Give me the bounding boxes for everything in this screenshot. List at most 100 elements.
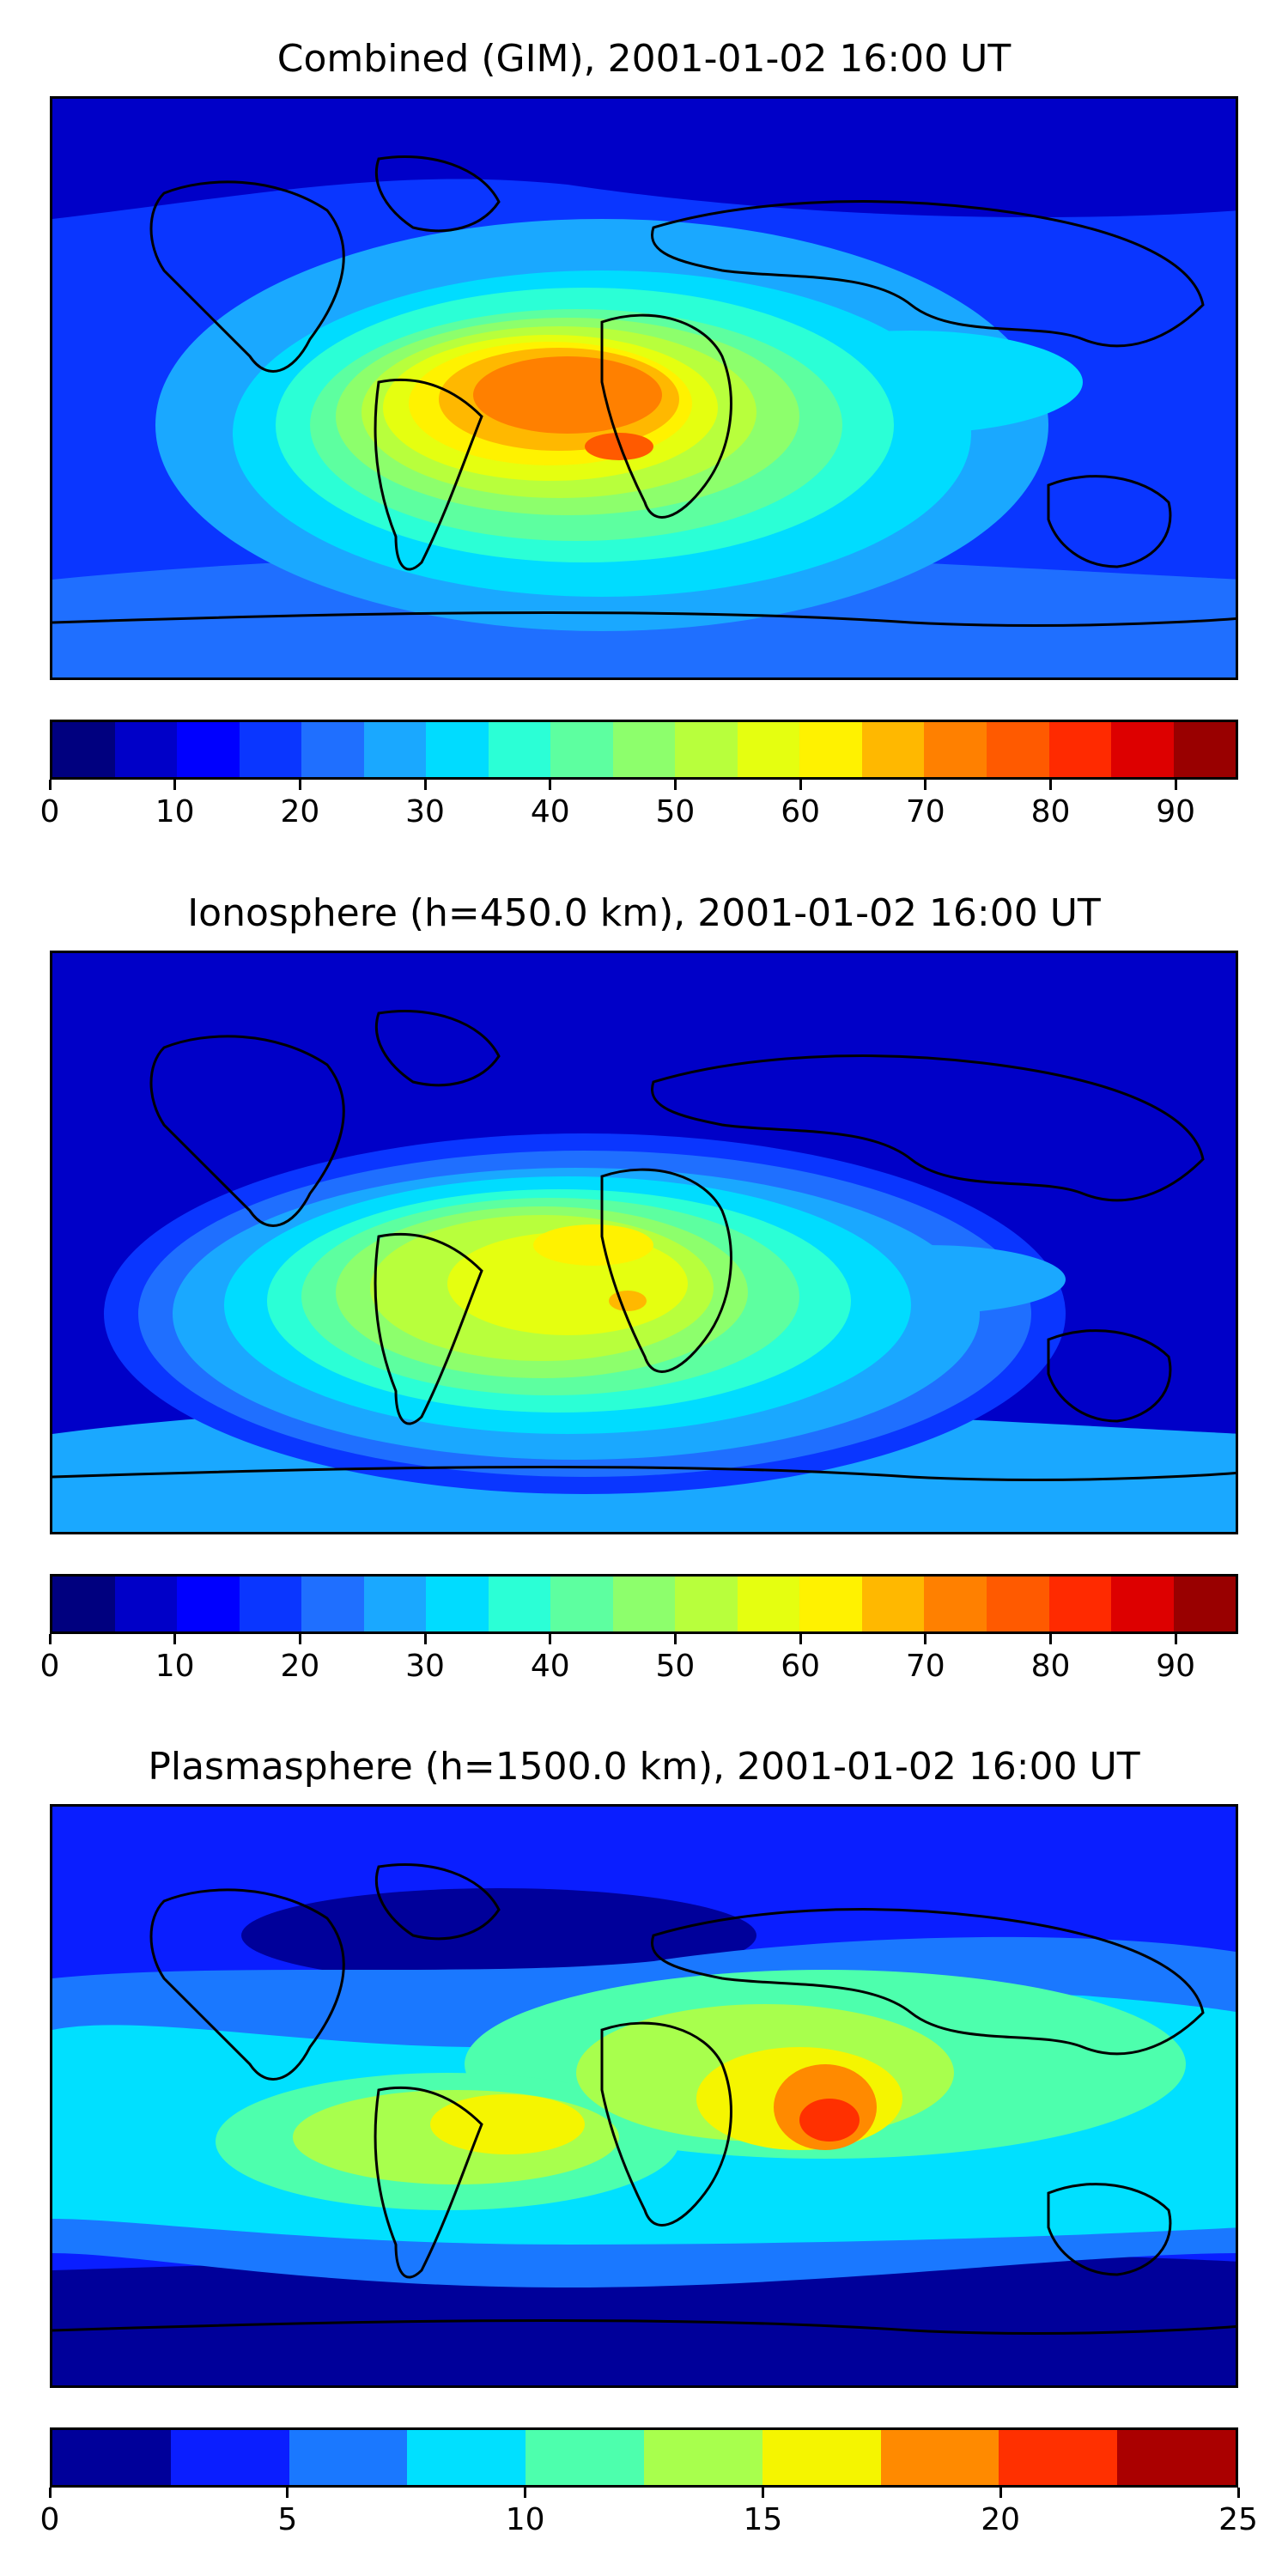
tick-mark [549, 1634, 552, 1644]
tick-mark [999, 2488, 1002, 2498]
colorbar-segment [1117, 2430, 1236, 2485]
colorbar-segment [426, 1577, 489, 1631]
colorbar-segment [52, 2430, 171, 2485]
tick-label: 50 [655, 1649, 696, 1684]
colorbar-segment [301, 1577, 364, 1631]
colorbar-segment [924, 1577, 987, 1631]
tick-label: 20 [280, 794, 320, 829]
colorbar-segment [550, 722, 613, 777]
tick-mark [173, 1634, 177, 1644]
tick-mark [1236, 2488, 1240, 2498]
colorbar-segment [675, 1577, 738, 1631]
tick-label: 40 [530, 1649, 570, 1684]
tick-label: 90 [1156, 794, 1196, 829]
tec-map-plasmasphere [52, 1807, 1236, 2385]
tick-label: 30 [405, 1649, 445, 1684]
colorbar-segment [488, 1577, 551, 1631]
tick-mark [48, 1634, 52, 1644]
colorbar-segment [1048, 1577, 1112, 1631]
colorbar-ticks-plasmasphere: 0 5 10 15 20 25 [40, 2488, 1258, 2539]
tick-mark [298, 1634, 301, 1644]
tick-label: 5 [277, 2502, 298, 2537]
colorbar-segment [1111, 722, 1174, 777]
tick-mark [924, 1634, 927, 1644]
tick-label: 10 [155, 1649, 195, 1684]
tick-mark [48, 780, 52, 790]
colorbar-segment [301, 722, 364, 777]
colorbar-ionosphere [50, 1574, 1238, 1634]
colorbar-segment [924, 722, 987, 777]
colorbar-segment [861, 722, 925, 777]
tick-mark [298, 780, 301, 790]
colorbar-segment [363, 1577, 427, 1631]
colorbar-segment [737, 722, 800, 777]
tick-label: 10 [505, 2502, 545, 2537]
panel-title-ionosphere: Ionosphere (h=450.0 km), 2001-01-02 16:0… [187, 891, 1101, 935]
colorbar-segment [1173, 1577, 1236, 1631]
tick-label: 25 [1218, 2502, 1258, 2537]
panel-title-combined: Combined (GIM), 2001-01-02 16:00 UT [276, 37, 1012, 81]
tick-mark [48, 2488, 52, 2498]
colorbar-segment [737, 1577, 800, 1631]
tec-map-ionosphere [52, 953, 1236, 1532]
tick-label: 30 [405, 794, 445, 829]
tick-mark [423, 780, 427, 790]
colorbar-segment [114, 722, 178, 777]
colorbar-segment [363, 722, 427, 777]
tick-mark [673, 1634, 677, 1644]
colorbar-segment [675, 722, 738, 777]
colorbar-segment [1111, 1577, 1174, 1631]
tick-mark [1174, 780, 1177, 790]
colorbar-segment [407, 2430, 526, 2485]
tick-label: 60 [781, 794, 820, 829]
colorbar-segment [170, 2430, 289, 2485]
colorbar-segment [762, 2430, 881, 2485]
colorbar-segment [426, 722, 489, 777]
tick-label: 80 [1030, 1649, 1071, 1684]
coastlines-combined [52, 155, 1236, 627]
colorbar-segment [289, 2430, 408, 2485]
tick-label: 90 [1156, 1649, 1196, 1684]
tick-mark [1048, 1634, 1052, 1644]
colorbar-segment [999, 2430, 1118, 2485]
map-plasmasphere [50, 1804, 1238, 2388]
tick-mark [673, 780, 677, 790]
tick-label: 0 [39, 1649, 60, 1684]
colorbar-segment [550, 1577, 613, 1631]
tick-label: 80 [1030, 794, 1071, 829]
tick-mark [286, 2488, 289, 2498]
colorbar-segment [1173, 722, 1236, 777]
tick-mark [524, 2488, 527, 2498]
tick-label: 0 [39, 2502, 60, 2537]
tick-mark [423, 1634, 427, 1644]
colorbar-segment [52, 1577, 115, 1631]
colorbar-combined [50, 720, 1238, 780]
colorbar-segment [799, 1577, 862, 1631]
tec-map-combined [52, 99, 1236, 677]
tick-label: 20 [280, 1649, 320, 1684]
tick-label: 0 [39, 794, 60, 829]
tick-label: 15 [743, 2502, 783, 2537]
colorbar-segment [799, 722, 862, 777]
coastlines-plasmasphere [52, 1862, 1236, 2335]
colorbar-segment [861, 1577, 925, 1631]
colorbar-segment [880, 2430, 999, 2485]
tick-mark [1174, 1634, 1177, 1644]
map-ionosphere [50, 951, 1238, 1534]
tick-label: 60 [781, 1649, 820, 1684]
colorbar-segment [1048, 722, 1112, 777]
colorbar-segment [488, 722, 551, 777]
colorbar-segment [114, 1577, 178, 1631]
colorbar-ticks-combined: 0 10 20 30 40 50 60 70 80 90 [40, 780, 1238, 831]
colorbar-segment [526, 2430, 644, 2485]
map-combined [50, 96, 1238, 680]
colorbar-segment [986, 722, 1049, 777]
colorbar-segment [239, 722, 302, 777]
tick-mark [799, 780, 802, 790]
tick-label: 20 [981, 2502, 1021, 2537]
tick-mark [173, 780, 177, 790]
tick-label: 70 [905, 794, 945, 829]
tick-label: 70 [905, 1649, 945, 1684]
colorbar-segment [239, 1577, 302, 1631]
